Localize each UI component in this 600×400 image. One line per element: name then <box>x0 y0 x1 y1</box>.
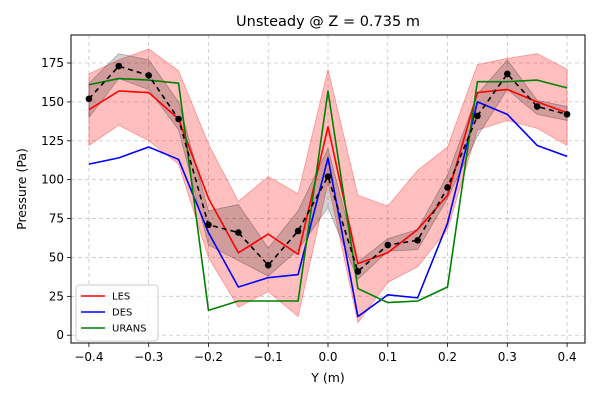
series-line-reference <box>88 65 568 273</box>
x-tick-label: −0.2 <box>194 350 223 364</box>
data-point-reference <box>294 227 302 235</box>
y-tick-label: 175 <box>41 56 64 70</box>
y-tick-label: 0 <box>56 328 64 342</box>
data-point-reference <box>85 95 93 103</box>
y-tick-label: 75 <box>49 212 64 226</box>
legend-box <box>75 284 159 342</box>
data-point-reference <box>533 103 541 110</box>
x-tick-label: 0.2 <box>438 350 457 364</box>
legend-label-les: LES <box>112 292 130 303</box>
data-point-reference <box>145 72 152 79</box>
band-0 <box>88 48 568 324</box>
x-axis-label: Y (m) <box>310 370 345 385</box>
x-tick-label: 0.1 <box>378 350 397 364</box>
series-lines <box>85 62 571 318</box>
legend-label-urans: URANS <box>112 324 147 335</box>
series-line-urans <box>88 77 568 312</box>
y-axis-label: Pressure (Pa) <box>14 148 29 230</box>
y-tick-label: 50 <box>49 250 64 264</box>
data-point-reference <box>354 268 362 275</box>
data-point-reference <box>264 261 272 269</box>
axis-ticks: −0.4 −0.3 −0.2 −0.1 0.0 0.1 0.2 0.3 0.4 0 25 50 75 10… <box>41 56 577 364</box>
data-point-reference <box>324 173 332 180</box>
series-line-des <box>88 101 568 318</box>
data-point-reference <box>563 111 571 118</box>
legend: LES DES URANS <box>75 284 159 342</box>
data-point-reference <box>175 115 182 123</box>
data-point-reference <box>235 229 242 236</box>
x-tick-label: −0.3 <box>134 350 163 364</box>
data-point-reference <box>504 70 511 78</box>
x-tick-label: 0.3 <box>498 350 517 364</box>
y-tick-label: 150 <box>41 95 64 109</box>
x-tick-label: 0.0 <box>318 350 337 364</box>
x-tick-label: 0.4 <box>558 350 577 364</box>
data-point-reference <box>384 241 392 249</box>
data-point-reference <box>205 221 212 229</box>
y-tick-label: 125 <box>41 134 64 148</box>
y-tick-label: 25 <box>49 289 64 303</box>
legend-label-des: DES <box>112 308 132 319</box>
data-point-reference <box>444 184 451 191</box>
data-point-reference <box>474 112 481 120</box>
chart-title: Unsteady @ Z = 0.735 m <box>236 14 420 30</box>
x-tick-label: −0.4 <box>74 350 103 364</box>
series-line-les <box>88 88 568 265</box>
y-tick-label: 100 <box>41 173 64 187</box>
data-point-reference <box>115 62 123 70</box>
data-point-reference <box>414 237 421 244</box>
x-tick-label: −0.1 <box>254 350 283 364</box>
